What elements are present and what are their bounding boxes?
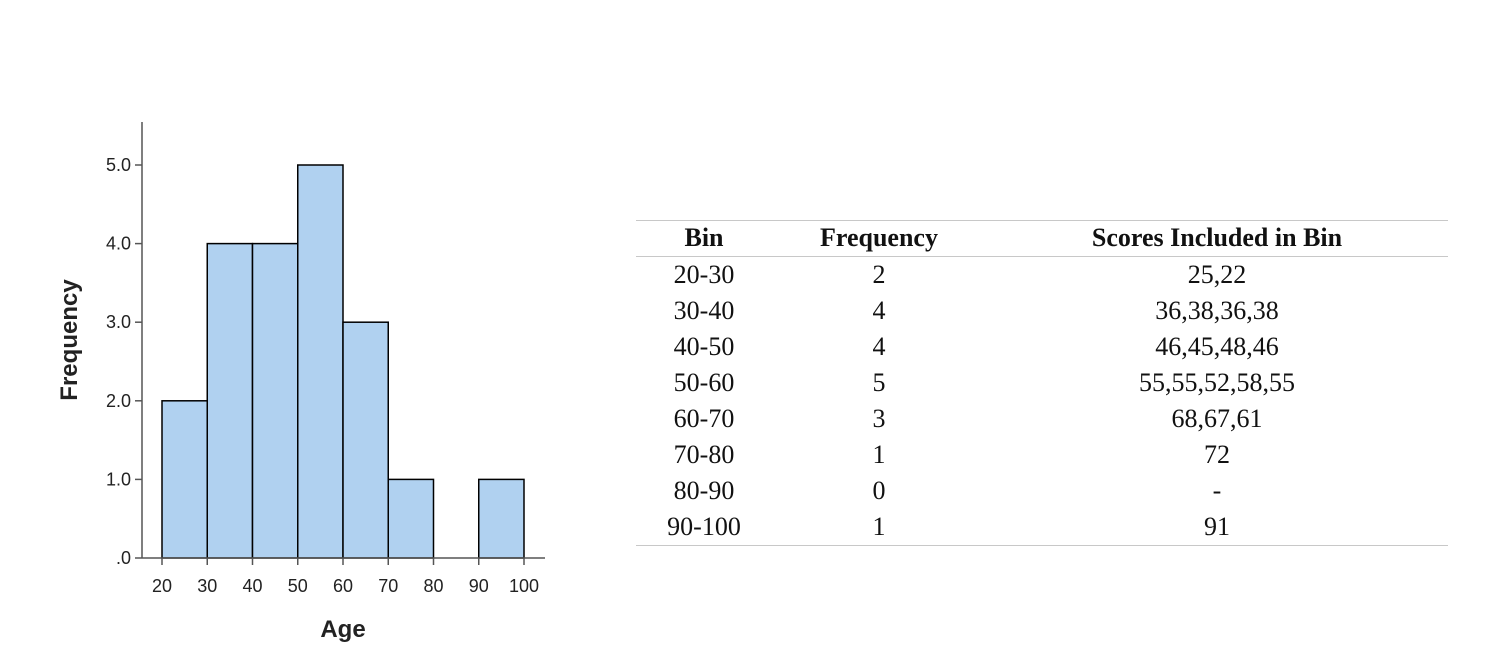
table-cell-scores: 72 [1204,440,1230,469]
y-axis-title: Frequency [56,279,83,401]
histogram-bar-40-50 [251,242,299,559]
x-tick-label: 20 [152,576,172,596]
x-tick-label: 30 [197,576,217,596]
table-row: 40-50 4 46,45,48,46 [636,329,1448,365]
x-axis-title: Age [320,616,365,643]
histogram-bar-30-40 [206,242,254,559]
x-axis-ticks: 20 30 40 50 60 70 80 90 100 [152,558,539,596]
table-cell-bin: 80-90 [673,476,735,505]
table-cell-bin: 60-70 [673,404,735,433]
table-body: 20-30 2 25,22 30-40 4 36,38,36,38 40-50 4 46,45,… [636,257,1448,546]
table-row: 60-70 3 68,67,61 [636,401,1448,437]
y-tick-label: 1.0 [106,469,131,489]
table-cell-scores: 68,67,61 [1171,404,1263,433]
table-row: 80-90 0 - [636,473,1448,509]
table-cell-frequency: 0 [872,476,886,505]
histogram-bar-60-70 [342,321,389,559]
histogram-chart: .0 1.0 2.0 3.0 4.0 5.0 20 30 40 50 60 70 80 90 100 Ag… [56,122,545,643]
table-cell-bin: 50-60 [673,368,735,397]
table-row: 90-100 1 91 [636,509,1448,546]
frequency-table: Bin Frequency Scores Included in Bin 20-… [636,220,1448,546]
column-header-bin: Bin [636,220,772,257]
table-row: 20-30 2 25,22 [636,257,1448,294]
x-tick-label: 50 [288,576,308,596]
table-cell-scores: 91 [986,509,1448,546]
table-row: 30-40 4 36,38,36,38 [636,293,1448,329]
histogram-bar-90-100 [478,478,525,559]
table-header-row: Bin Frequency Scores Included in Bin [636,220,1448,257]
x-tick-label: 90 [469,576,489,596]
y-tick-label: 3.0 [106,312,131,332]
column-header-frequency: Frequency [772,220,986,257]
histogram-bar-50-60 [297,164,344,559]
table-cell-bin: 70-80 [673,440,735,469]
table-cell-bin: 20-30 [673,260,735,289]
table-cell-bin: 90-100 [636,509,772,546]
histogram-bar-70-80 [387,478,435,559]
table-cell-scores: - [1212,476,1222,505]
y-tick-label: .0 [116,548,131,568]
histogram-bars [161,164,525,559]
table-row: 70-80 1 72 [636,437,1448,473]
table-cell-frequency: 2 [872,260,886,289]
x-tick-label: 40 [242,576,262,596]
table-cell-scores: 55,55,52,58,55 [1139,368,1295,397]
table-cell-frequency: 4 [872,332,886,361]
table-cell-bin: 40-50 [673,332,735,361]
table-cell-frequency: 1 [772,509,986,546]
table-cell-frequency: 4 [872,296,886,325]
y-tick-label: 5.0 [106,155,131,175]
y-tick-label: 4.0 [106,234,131,254]
y-tick-label: 2.0 [106,391,131,411]
table-cell-scores: 25,22 [1187,260,1247,289]
table-cell-bin: 30-40 [673,296,735,325]
table-cell-scores: 36,38,36,38 [1155,296,1279,325]
histogram-bar-20-30 [161,400,208,559]
table-row: 50-60 5 55,55,52,58,55 [636,365,1448,401]
table-cell-frequency: 1 [872,440,886,469]
table-cell-frequency: 5 [872,368,886,397]
x-tick-label: 100 [509,576,539,596]
table-cell-frequency: 3 [872,404,886,433]
table-cell-scores: 46,45,48,46 [1155,332,1279,361]
y-axis-ticks: .0 1.0 2.0 3.0 4.0 5.0 [106,155,142,568]
x-tick-label: 60 [333,576,353,596]
x-tick-label: 70 [378,576,398,596]
column-header-scores: Scores Included in Bin [986,220,1448,257]
x-tick-label: 80 [423,576,443,596]
